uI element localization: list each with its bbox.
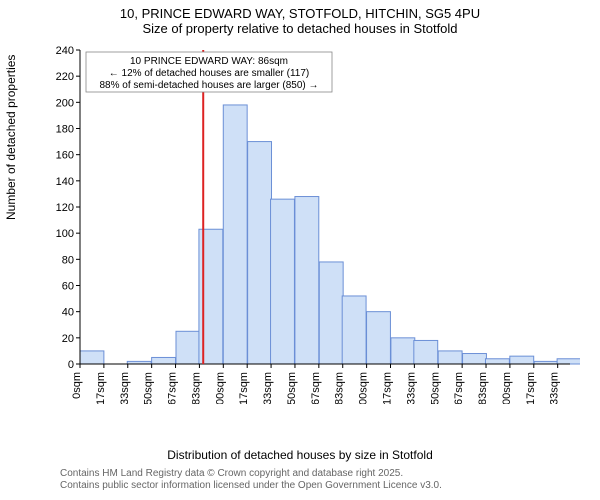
y-tick-label: 80: [62, 254, 74, 266]
x-tick-label: 83sqm: [190, 372, 202, 404]
footer-attribution: Contains HM Land Registry data © Crown c…: [60, 468, 442, 492]
x-tick-label: 233sqm: [405, 372, 417, 404]
chart-title-address: 10, PRINCE EDWARD WAY, STOTFOLD, HITCHIN…: [0, 6, 600, 21]
histogram-bar: [271, 199, 295, 364]
histogram-bar: [463, 354, 487, 364]
y-tick-label: 60: [62, 281, 74, 293]
histogram-bar: [557, 359, 580, 364]
histogram-bar: [510, 356, 534, 364]
x-tick-label: 267sqm: [453, 372, 465, 404]
marker-annotation-line2: ← 12% of detached houses are smaller (11…: [109, 68, 309, 79]
y-tick-label: 120: [56, 202, 74, 214]
histogram-bar: [319, 262, 343, 364]
y-tick-label: 100: [56, 228, 74, 240]
histogram-bar: [342, 296, 366, 364]
marker-annotation-line3: 88% of semi-detached houses are larger (…: [99, 80, 318, 91]
y-tick-label: 220: [56, 71, 74, 83]
y-tick-label: 20: [62, 333, 74, 345]
y-tick-label: 160: [56, 150, 74, 162]
x-tick-label: 250sqm: [429, 372, 441, 404]
histogram-svg: 0 20 40 60 80 100 120 140 160 180 200 220 240 0sqm 17s…: [50, 44, 580, 404]
x-tick-label: 300sqm: [501, 372, 513, 404]
x-tick-label: 133sqm: [262, 372, 274, 404]
x-tick-label: 33sqm: [119, 372, 131, 404]
x-tick-label: 50sqm: [143, 372, 155, 404]
marker-annotation-line1: 10 PRINCE EDWARD WAY: 86sqm: [130, 56, 288, 67]
x-tick-label: 333sqm: [549, 372, 561, 404]
chart-title-block: 10, PRINCE EDWARD WAY, STOTFOLD, HITCHIN…: [0, 0, 600, 36]
y-tick-label: 200: [56, 97, 74, 109]
histogram-bar: [438, 351, 462, 364]
x-tick-label: 317sqm: [525, 372, 537, 404]
histogram-bar: [223, 105, 247, 364]
histogram-bar: [485, 359, 509, 364]
histogram-bar: [176, 331, 200, 364]
x-tick-label: 183sqm: [334, 372, 346, 404]
y-tick-label: 40: [62, 307, 74, 319]
y-tick-label: 0: [68, 359, 74, 371]
chart-title-subtitle: Size of property relative to detached ho…: [0, 21, 600, 36]
x-tick-label: 117sqm: [238, 372, 250, 404]
histogram-bar: [80, 351, 104, 364]
y-tick-label: 240: [56, 45, 74, 57]
x-axis-label: Distribution of detached houses by size …: [0, 448, 600, 462]
y-tick-label: 140: [56, 176, 74, 188]
x-tick-label: 200sqm: [358, 372, 370, 404]
y-tick-label: 180: [56, 124, 74, 136]
x-tick-label: 150sqm: [286, 372, 298, 404]
histogram-bar: [152, 357, 176, 364]
histogram-bar: [295, 197, 319, 364]
x-tick-label: 0sqm: [71, 372, 83, 399]
footer-line1: Contains HM Land Registry data © Crown c…: [60, 468, 442, 480]
y-axis-label: Number of detached properties: [4, 55, 18, 220]
x-tick-label: 67sqm: [167, 372, 179, 404]
histogram-bar: [391, 338, 415, 364]
x-tick-label: 100sqm: [214, 372, 226, 404]
footer-line2: Contains public sector information licen…: [60, 480, 442, 492]
histogram-bar: [248, 142, 272, 364]
x-tick-label: 283sqm: [477, 372, 489, 404]
histogram-chart: 0 20 40 60 80 100 120 140 160 180 200 220 240 0sqm 17s…: [50, 44, 580, 404]
x-tick-label: 217sqm: [381, 372, 393, 404]
histogram-bar: [367, 312, 391, 364]
histogram-bar: [414, 340, 438, 364]
x-tick-label: 167sqm: [310, 372, 322, 404]
x-tick-label: 17sqm: [95, 372, 107, 404]
